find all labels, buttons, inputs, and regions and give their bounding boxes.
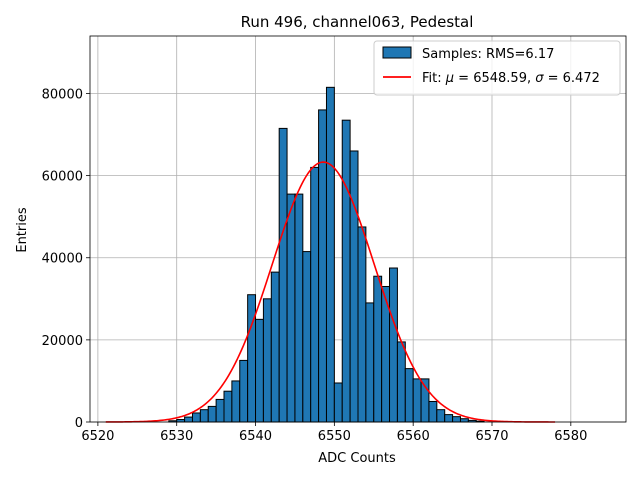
legend-box: [373, 40, 621, 96]
histogram-bar: [286, 193, 296, 423]
legend-histogram-label: Samples: RMS=6.17: [422, 47, 554, 62]
histogram-bar: [231, 380, 241, 423]
histogram-bar: [412, 378, 422, 423]
histogram-bar: [262, 298, 272, 423]
chart-title: Run 496, channel063, Pedestal: [241, 13, 474, 31]
histogram-bar: [459, 418, 469, 423]
x-axis-ticks: 6520 6530 6540 6550 6560 6570 6580: [81, 422, 587, 444]
y-axis-label: Entries: [15, 207, 30, 253]
histogram-bar: [318, 109, 327, 423]
histogram-bar: [247, 294, 257, 423]
x-axis-label: ADC Counts: [318, 451, 396, 466]
x-tick-label: 6520: [81, 429, 114, 444]
gaussian-fit-curve: [105, 161, 556, 423]
x-tick-label: 6550: [318, 429, 351, 444]
histogram-bar: [239, 359, 249, 423]
x-tick-label: 6580: [554, 429, 587, 444]
legend-fit-mu-value: = 6548.59,: [454, 71, 535, 86]
y-tick-label: 40000: [42, 252, 83, 267]
histogram-bar: [452, 416, 461, 423]
histogram-bar: [270, 271, 280, 423]
histogram-bar: [341, 119, 351, 423]
x-tick-label: 6540: [239, 429, 272, 444]
histogram-bar: [223, 390, 233, 423]
histogram-bar: [428, 400, 438, 423]
legend-histogram-swatch: [382, 46, 412, 59]
y-axis-ticks: 0 20000 40000 60000 80000: [42, 87, 90, 431]
histogram-bar: [349, 150, 359, 423]
histogram-bar: [215, 398, 225, 423]
legend-fit-label-prefix: Fit:: [422, 71, 446, 86]
legend-fit-mu-symbol: μ: [445, 71, 454, 86]
histogram-bar: [373, 275, 383, 423]
histogram-bar: [310, 166, 320, 423]
histogram-bar: [333, 382, 343, 423]
legend-fit-sigma-symbol: σ: [535, 71, 544, 86]
histogram-bar: [302, 251, 312, 423]
histogram-bar: [184, 416, 193, 423]
x-tick-label: 6570: [475, 429, 508, 444]
histogram-bar: [365, 302, 375, 423]
y-tick-label: 80000: [42, 87, 83, 102]
histogram-bar: [255, 318, 264, 423]
histogram-bar: [436, 409, 446, 423]
histogram-bar: [357, 226, 367, 423]
histogram-bar: [278, 127, 288, 423]
histogram-bar: [191, 412, 201, 423]
histogram-bar: [325, 86, 335, 423]
histogram-bar: [389, 267, 398, 423]
y-tick-label: 0: [75, 416, 83, 431]
y-tick-label: 20000: [42, 334, 83, 349]
histogram-bar: [294, 193, 304, 423]
y-tick-label: 60000: [42, 170, 83, 185]
legend-fit-sigma-value: = 6.472: [543, 71, 599, 86]
axes-frame: [89, 35, 627, 423]
legend: Samples: RMS=6.17 Fit: μ = 6548.59, σ = …: [373, 40, 621, 96]
x-tick-label: 6530: [160, 429, 193, 444]
histogram-bar: [444, 414, 454, 423]
histogram-bar: [396, 341, 406, 423]
histogram-bar: [404, 368, 414, 423]
legend-fit-label: Fit: μ = 6548.59, σ = 6.472: [422, 71, 600, 86]
histogram-bar: [207, 405, 217, 423]
histogram-bars: [168, 86, 485, 423]
x-tick-label: 6560: [397, 429, 430, 444]
histogram-bar: [199, 409, 209, 423]
